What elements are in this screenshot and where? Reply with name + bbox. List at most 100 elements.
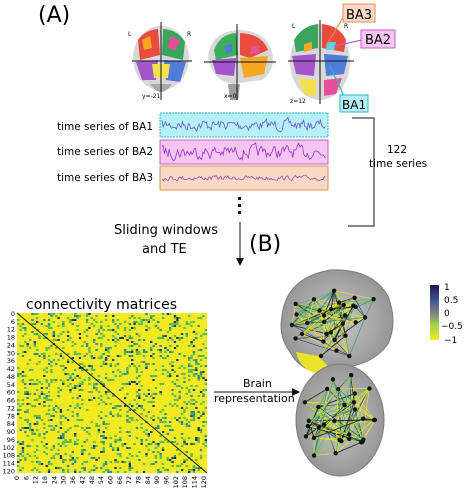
matrix-cell <box>114 405 117 407</box>
matrix-cell <box>95 321 98 323</box>
matrix-cell <box>100 451 103 453</box>
network-edge <box>323 419 374 425</box>
matrix-cell <box>26 343 29 345</box>
matrix-cell <box>131 327 134 329</box>
matrix-cell <box>71 397 75 399</box>
matrix-cell <box>47 425 51 427</box>
matrix-cell <box>190 455 193 457</box>
matrix-cell <box>116 439 120 441</box>
matrix-cell <box>19 443 22 445</box>
matrix-cell <box>112 359 115 361</box>
matrix-cell <box>74 351 77 353</box>
matrix-cell <box>145 445 148 447</box>
matrix-cell <box>71 415 75 417</box>
matrix-cell <box>83 429 86 431</box>
right-arrow <box>214 388 300 396</box>
matrix-cell <box>57 431 60 433</box>
brain-network-axial <box>295 363 385 477</box>
matrix-cell <box>176 323 179 325</box>
matrix-cell <box>188 389 191 391</box>
matrix-cell <box>45 325 48 327</box>
matrix-cell <box>142 361 146 363</box>
network-node <box>302 400 307 405</box>
matrix-cell <box>100 441 103 443</box>
matrix-cell <box>85 343 89 345</box>
matrix-cell <box>31 369 34 371</box>
network-edge <box>313 388 328 456</box>
matrix-cell <box>112 447 115 449</box>
network-node <box>318 353 324 359</box>
matrix-cell <box>52 335 56 337</box>
matrix-cell <box>102 435 105 437</box>
matrix-cell <box>59 437 63 439</box>
matrix-cell <box>123 461 127 463</box>
matrix-cell <box>31 319 34 321</box>
matrix-cell <box>183 417 186 419</box>
network-edge <box>313 375 352 456</box>
matrix-cell <box>62 381 65 383</box>
matrix-cell <box>112 379 115 381</box>
matrix-cell <box>133 399 136 401</box>
matrix-y-tick: 60 <box>7 389 15 397</box>
matrix-cell <box>128 365 132 367</box>
matrix-cell <box>159 329 162 331</box>
matrix-cell <box>76 439 79 441</box>
matrix-cell <box>90 457 94 459</box>
matrix-cell <box>36 445 39 447</box>
matrix-cell <box>59 409 63 411</box>
down-arrow <box>236 222 244 266</box>
matrix-cell <box>171 369 174 371</box>
matrix-cell <box>47 359 51 361</box>
matrix-cell <box>62 461 65 463</box>
matrix-cell <box>169 373 172 375</box>
matrix-cell <box>17 319 20 321</box>
matrix-cell <box>57 339 60 341</box>
matrix-cell <box>71 345 75 347</box>
network-node <box>351 400 357 405</box>
matrix-cell <box>76 325 79 327</box>
matrix-cell <box>71 373 75 375</box>
matrix-cell <box>104 357 108 359</box>
matrix-cell <box>145 433 148 435</box>
matrix-cell <box>154 443 158 445</box>
matrix-cell <box>142 431 146 433</box>
matrix-x-tick: 114 <box>191 476 199 488</box>
matrix-cell <box>33 383 37 385</box>
matrix-cell <box>74 377 77 379</box>
matrix-cell <box>128 465 132 467</box>
matrix-cell <box>112 415 115 417</box>
matrix-cell <box>100 395 103 397</box>
matrix-cell <box>76 315 79 317</box>
matrix-cell <box>28 393 32 395</box>
matrix-cell <box>114 341 117 343</box>
matrix-cell <box>28 339 32 341</box>
matrix-cell <box>85 313 89 315</box>
matrix-cell <box>188 471 191 473</box>
matrix-cell <box>176 379 179 381</box>
matrix-cell <box>135 391 139 393</box>
matrix-cell <box>190 413 193 415</box>
matrix-cell <box>178 421 181 423</box>
matrix-cell <box>78 383 82 385</box>
matrix-cell <box>26 419 29 421</box>
matrix-cell <box>169 323 172 325</box>
matrix-cell <box>104 359 108 361</box>
matrix-cell <box>188 469 191 471</box>
matrix-cell <box>83 341 86 343</box>
matrix-cell <box>147 321 151 323</box>
matrix-cell <box>17 413 20 415</box>
matrix-cell <box>171 325 174 327</box>
matrix-cell <box>197 325 200 327</box>
matrix-cell <box>52 331 56 333</box>
matrix-cell <box>95 389 98 391</box>
matrix-cell <box>64 439 67 441</box>
matrix-cell <box>50 379 53 381</box>
matrix-cell <box>28 403 32 405</box>
matrix-cell <box>45 447 48 449</box>
matrix-cell <box>59 415 63 417</box>
matrix-cell <box>69 459 72 461</box>
matrix-cell <box>62 469 65 471</box>
matrix-cell <box>47 319 51 321</box>
matrix-cell <box>192 375 196 377</box>
matrix-cell <box>90 369 94 371</box>
